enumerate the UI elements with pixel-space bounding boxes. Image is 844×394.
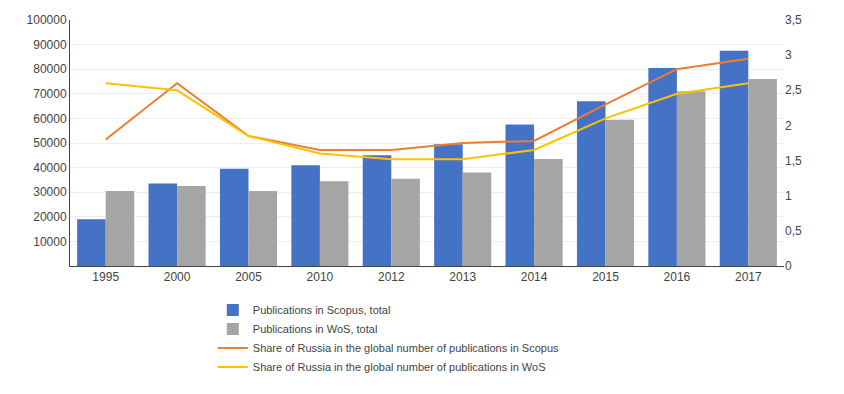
svg-text:3: 3 — [785, 48, 792, 62]
svg-text:40000: 40000 — [33, 161, 67, 175]
svg-text:90000: 90000 — [33, 38, 67, 52]
svg-text:2015: 2015 — [592, 270, 619, 284]
svg-text:2017: 2017 — [735, 270, 762, 284]
svg-text:Share of Russia in the global: Share of Russia in the global number of … — [253, 342, 559, 354]
svg-text:Publications in WoS, total: Publications in WoS, total — [253, 323, 378, 335]
svg-text:2014: 2014 — [521, 270, 548, 284]
svg-text:2010: 2010 — [307, 270, 334, 284]
svg-text:2000: 2000 — [164, 270, 191, 284]
svg-text:1995: 1995 — [92, 270, 119, 284]
svg-text:Share of Russia in the global: Share of Russia in the global number of … — [253, 361, 546, 373]
svg-text:1,5: 1,5 — [785, 154, 802, 168]
svg-text:0,5: 0,5 — [785, 224, 802, 238]
svg-text:70000: 70000 — [33, 87, 67, 101]
svg-text:60000: 60000 — [33, 112, 67, 126]
svg-text:2016: 2016 — [664, 270, 691, 284]
svg-text:20000: 20000 — [33, 210, 67, 224]
svg-text:2,5: 2,5 — [785, 83, 802, 97]
svg-text:2005: 2005 — [235, 270, 262, 284]
svg-text:2012: 2012 — [378, 270, 405, 284]
svg-text:50000: 50000 — [33, 136, 67, 150]
svg-text:80000: 80000 — [33, 62, 67, 76]
svg-text:30000: 30000 — [33, 185, 67, 199]
svg-text:100000: 100000 — [27, 13, 67, 27]
svg-text:2: 2 — [785, 119, 792, 133]
svg-text:3,5: 3,5 — [785, 13, 802, 27]
svg-text:1: 1 — [785, 189, 792, 203]
svg-text:Publications in Scopus, total: Publications in Scopus, total — [253, 304, 391, 316]
svg-text:10000: 10000 — [33, 235, 67, 249]
svg-text:0: 0 — [785, 259, 792, 273]
svg-text:2013: 2013 — [449, 270, 476, 284]
